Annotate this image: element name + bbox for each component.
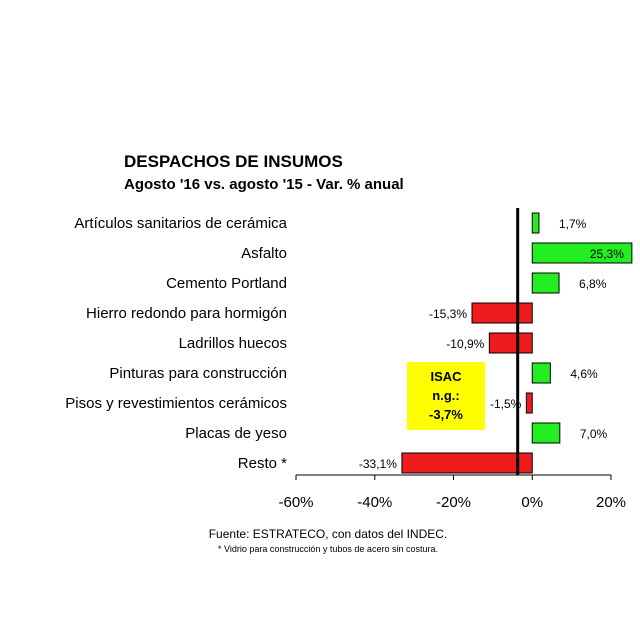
data-label-ladrillos-huecos: -10,9%	[446, 337, 484, 351]
category-label-pinturas-para-construccion: Pinturas para construcción	[109, 365, 287, 382]
isac-label-line-1: ISAC	[430, 369, 462, 384]
data-label-hierro-redondo-para-hormigon: -15,3%	[429, 307, 467, 321]
category-label-cemento-portland: Cemento Portland	[166, 275, 287, 292]
data-label-cemento-portland: 6,8%	[579, 277, 607, 291]
isac-label-line-3: -3,7%	[429, 407, 463, 422]
x-axis-ticks: -60% -40% -20% 0% 20%	[278, 475, 626, 511]
bars	[401, 212, 633, 474]
data-label-asfalto: 25,3%	[590, 247, 624, 261]
chart-subtitle: Agosto '16 vs. agosto '15 - Var. % anual	[124, 176, 404, 193]
data-label-placas-de-yeso: 7,0%	[580, 427, 608, 441]
x-tick-label: 0%	[521, 494, 543, 511]
data-label-resto: -33,1%	[359, 457, 397, 471]
category-label-placas-de-yeso: Placas de yeso	[185, 425, 287, 442]
category-label-hierro-redondo-para-hormigon: Hierro redondo para hormigón	[86, 305, 287, 322]
category-label-articulos-sanitarios-de-ceramica: Artículos sanitarios de cerámica	[74, 215, 287, 232]
data-label-pinturas-para-construccion: 4,6%	[570, 367, 598, 381]
data-labels: 1,7% 25,3% 6,8% -15,3% -10,9% 4,6% -1,5% 7,0% -3…	[359, 217, 624, 471]
x-tick-label: -20%	[436, 494, 471, 511]
isac-label-line-2: n.g.:	[432, 388, 459, 403]
bar-asfalto	[531, 242, 633, 264]
bar-resto	[401, 452, 533, 474]
bar-placas-de-yeso	[531, 422, 561, 444]
isac-box	[407, 362, 485, 430]
bar-articulos-sanitarios-de-ceramica	[531, 212, 540, 234]
data-label-pisos-y-revestimientos-ceramicos: -1,5%	[490, 397, 522, 411]
x-tick-label: -40%	[357, 494, 392, 511]
data-label-articulos-sanitarios-de-ceramica: 1,7%	[559, 217, 587, 231]
category-labels: Artículos sanitarios de cerámica Asfalto C…	[65, 215, 287, 472]
category-label-asfalto: Asfalto	[241, 245, 287, 262]
x-tick-label: -60%	[278, 494, 313, 511]
chart-title: DESPACHOS DE INSUMOS	[124, 152, 343, 171]
bar-pisos-y-revestimientos-ceramicos	[525, 392, 533, 414]
footnote: * Vidrio para construcción y tubos de ac…	[218, 544, 438, 554]
category-label-pisos-y-revestimientos-ceramicos: Pisos y revestimientos cerámicos	[65, 395, 287, 412]
bar-ladrillos-huecos	[488, 332, 533, 354]
bar-pinturas-para-construccion	[531, 362, 551, 384]
category-label-ladrillos-huecos: Ladrillos huecos	[179, 335, 287, 352]
bar-cemento-portland	[531, 272, 560, 294]
source-note: Fuente: ESTRATECO, con datos del INDEC.	[209, 527, 448, 541]
x-tick-label: 20%	[596, 494, 626, 511]
bar-hierro-redondo-para-hormigon	[471, 302, 533, 324]
category-label-resto: Resto *	[238, 455, 287, 472]
